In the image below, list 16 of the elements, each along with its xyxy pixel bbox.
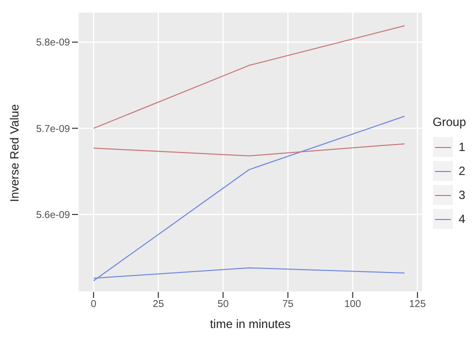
y-tick-label: 5.7e-09 bbox=[36, 124, 70, 135]
x-tick-label: 50 bbox=[218, 299, 230, 310]
legend-label: 1 bbox=[458, 140, 466, 154]
legend-label: 3 bbox=[458, 188, 466, 202]
legend-label: 4 bbox=[458, 212, 466, 226]
legend-title: Group bbox=[432, 115, 466, 129]
x-tick-label: 125 bbox=[409, 299, 426, 310]
x-axis-title: time in minutes bbox=[210, 317, 291, 331]
x-tick-label: 100 bbox=[344, 299, 362, 310]
x-tick-label: 0 bbox=[90, 299, 97, 310]
y-axis-title: Inverse Red Value bbox=[7, 104, 22, 202]
x-tick-label: 75 bbox=[282, 299, 294, 310]
legend-label: 2 bbox=[458, 164, 466, 178]
x-tick-label: 25 bbox=[152, 299, 164, 310]
y-tick-label: 5.8e-09 bbox=[36, 38, 70, 49]
y-tick-label: 5.6e-09 bbox=[36, 210, 70, 222]
